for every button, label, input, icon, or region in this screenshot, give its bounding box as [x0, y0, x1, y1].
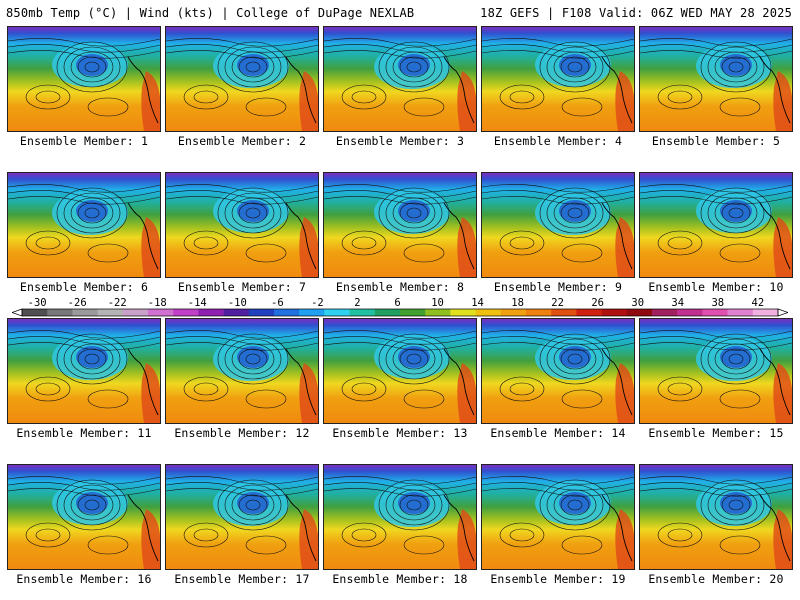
ensemble-member-map [481, 464, 635, 570]
ensemble-member-map [481, 26, 635, 132]
colorbar-swatch [526, 309, 552, 316]
colorbar-tick-label: -26 [68, 297, 87, 309]
ensemble-member-map [639, 26, 793, 132]
colorbar-swatch [299, 309, 325, 316]
colorbar-tick-label: 2 [354, 297, 360, 309]
ensemble-member-label: Ensemble Member: 8 [335, 280, 465, 294]
colorbar-tick-label: -6 [271, 297, 284, 309]
ensemble-member-label: Ensemble Member: 9 [493, 280, 623, 294]
colorbar-svg: -30 -26 -22 -18 -14 -10 -6 -2 2 6 10 14 18 22 26 30 34 38… [12, 297, 788, 317]
colorbar-tick-label: 18 [511, 297, 524, 309]
ensemble-member-map [7, 172, 161, 278]
colorbar-tick-label: -2 [311, 297, 324, 309]
ensemble-member-map [323, 318, 477, 424]
ensemble-member-label: Ensemble Member: 7 [177, 280, 307, 294]
page-header: 850mb Temp (°C) | Wind (kts) | College o… [0, 0, 800, 24]
ensemble-member-map [323, 464, 477, 570]
colorbar-swatch [652, 309, 678, 316]
colorbar-tick-label: 42 [752, 297, 765, 309]
ensemble-member-label: Ensemble Member: 19 [490, 572, 626, 586]
colorbar-swatch [576, 309, 602, 316]
ensemble-member-label: Ensemble Member: 18 [332, 572, 468, 586]
ensemble-member-label: Ensemble Member: 16 [16, 572, 152, 586]
ensemble-member-map [165, 172, 319, 278]
colorbar-tick-label: 30 [631, 297, 644, 309]
colorbar-tick-label: -18 [148, 297, 167, 309]
run-valid-title: 18Z GEFS | F108 Valid: 06Z WED MAY 28 20… [480, 6, 792, 20]
colorbar-swatch [248, 309, 275, 316]
colorbar-tick-label: 14 [471, 297, 484, 309]
colorbar-swatch [198, 309, 224, 316]
colorbar-swatch [173, 309, 199, 316]
ensemble-member-map [639, 172, 793, 278]
colorbar-swatch [97, 309, 124, 316]
colorbar-swatch [274, 309, 300, 316]
ensemble-member-label: Ensemble Member: 20 [648, 572, 784, 586]
colorbar-swatch [626, 309, 653, 316]
ensemble-member-map [481, 172, 635, 278]
colorbar-swatch [148, 309, 174, 316]
colorbar-swatch [374, 309, 401, 316]
temperature-colorbar: -30 -26 -22 -18 -14 -10 -6 -2 2 6 10 14 18 22 26 30 34 38… [12, 296, 788, 318]
colorbar-tick-label: 34 [671, 297, 684, 309]
colorbar-tick-label: 10 [431, 297, 444, 309]
colorbar-swatch [475, 309, 502, 316]
colorbar-swatch [47, 309, 73, 316]
colorbar-swatch [752, 309, 779, 316]
ensemble-member-label: Ensemble Member: 6 [19, 280, 149, 294]
colorbar-swatch [72, 309, 98, 316]
ensemble-member-map [323, 172, 477, 278]
colorbar-swatch [223, 309, 250, 316]
colorbar-right-arrow [777, 308, 788, 317]
colorbar-swatch [122, 309, 149, 316]
colorbar-swatch [677, 309, 703, 316]
ensemble-member-label: Ensemble Member: 15 [648, 426, 784, 440]
colorbar-swatch [727, 309, 754, 316]
ensemble-member-label: Ensemble Member: 2 [177, 134, 307, 148]
colorbar-tick-label: -14 [188, 297, 207, 309]
ensemble-member-label: Ensemble Member: 5 [651, 134, 781, 148]
colorbar-swatch [500, 309, 527, 316]
ensemble-member-map [323, 26, 477, 132]
colorbar-swatch [22, 309, 48, 316]
colorbar-tick-label: 38 [711, 297, 724, 309]
colorbar-swatch [349, 309, 376, 316]
ensemble-member-label: Ensemble Member: 14 [490, 426, 626, 440]
ensemble-member-label: Ensemble Member: 13 [332, 426, 468, 440]
ensemble-member-map [165, 318, 319, 424]
colorbar-swatch [601, 309, 628, 316]
ensemble-member-map [165, 26, 319, 132]
colorbar-swatch [425, 309, 451, 316]
colorbar-swatch [551, 309, 577, 316]
product-title: 850mb Temp (°C) | Wind (kts) | College o… [6, 6, 415, 20]
colorbar-tick-label: -22 [108, 297, 127, 309]
ensemble-member-map [481, 318, 635, 424]
colorbar-swatch [324, 309, 350, 316]
ensemble-member-label: Ensemble Member: 1 [19, 134, 149, 148]
ensemble-member-map [165, 464, 319, 570]
colorbar-tick-label: 26 [591, 297, 604, 309]
colorbar-tick-label: 22 [551, 297, 564, 309]
colorbar-tick-label: -10 [228, 297, 247, 309]
ensemble-member-label: Ensemble Member: 4 [493, 134, 623, 148]
ensemble-member-map [7, 26, 161, 132]
ensemble-member-label: Ensemble Member: 12 [174, 426, 310, 440]
ensemble-member-label: Ensemble Member: 17 [174, 572, 310, 586]
colorbar-swatch [450, 309, 476, 316]
colorbar-swatch [400, 309, 426, 316]
ensemble-member-label: Ensemble Member: 10 [648, 280, 784, 294]
colorbar-left-arrow [12, 308, 23, 317]
ensemble-member-map [639, 318, 793, 424]
colorbar-tick-label: 6 [394, 297, 400, 309]
colorbar-swatch [702, 309, 728, 316]
ensemble-member-label: Ensemble Member: 11 [16, 426, 152, 440]
ensemble-member-map [639, 464, 793, 570]
ensemble-member-map [7, 464, 161, 570]
ensemble-member-label: Ensemble Member: 3 [335, 134, 465, 148]
ensemble-member-map [7, 318, 161, 424]
colorbar-tick-label: -30 [28, 297, 47, 309]
